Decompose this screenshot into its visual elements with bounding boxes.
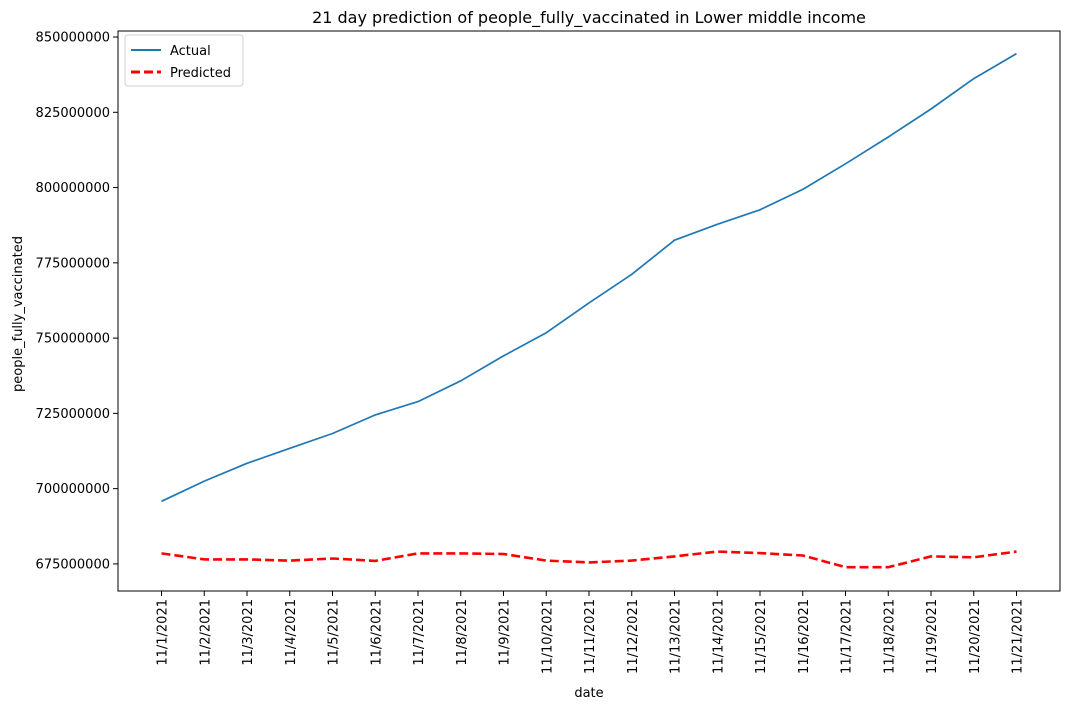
x-tick-label: 11/17/2021: [840, 599, 855, 674]
legend-label-actual: Actual: [170, 44, 211, 59]
y-tick-label: 825000000: [36, 106, 110, 121]
x-tick-label: 11/4/2021: [284, 599, 299, 666]
y-tick-label: 800000000: [36, 181, 110, 196]
x-tick-label: 11/11/2021: [583, 599, 598, 674]
x-tick-label: 11/6/2021: [369, 599, 384, 666]
x-tick-label: 11/8/2021: [455, 599, 470, 666]
x-axis-title: date: [574, 686, 603, 701]
chart-title: 21 day prediction of people_fully_vaccin…: [312, 8, 866, 28]
x-tick-label: 11/20/2021: [968, 599, 983, 674]
x-tick-label: 11/2/2021: [198, 599, 213, 666]
y-tick-label: 725000000: [36, 407, 110, 422]
y-tick-label: 675000000: [36, 557, 110, 572]
x-tick-label: 11/1/2021: [156, 599, 171, 666]
x-tick-label: 11/14/2021: [711, 599, 726, 674]
x-tick-label: 11/7/2021: [412, 599, 427, 666]
x-tick-label: 11/18/2021: [882, 599, 897, 674]
y-tick-label: 750000000: [36, 332, 110, 347]
y-axis-title: people_fully_vaccinated: [11, 236, 26, 392]
series-line-actual: [161, 52, 1017, 503]
y-tick-label: 775000000: [36, 256, 110, 271]
legend-box: [124, 34, 244, 87]
x-tick-label: 11/21/2021: [1011, 599, 1026, 674]
series-layer: [161, 52, 1017, 569]
x-tick-label: 11/10/2021: [540, 599, 555, 674]
x-tick-label: 11/3/2021: [241, 599, 256, 666]
x-tick-label: 11/19/2021: [925, 599, 940, 674]
x-tick-label: 11/13/2021: [669, 599, 684, 674]
x-tick-label: 11/15/2021: [754, 599, 769, 674]
x-tick-label: 11/9/2021: [498, 599, 513, 666]
legend: Actual Predicted: [124, 34, 244, 87]
x-tick-label: 11/16/2021: [797, 599, 812, 674]
x-tick-label: 11/12/2021: [626, 599, 641, 674]
y-tick-label: 700000000: [36, 482, 110, 497]
y-tick-label: 850000000: [36, 31, 110, 46]
legend-label-predicted: Predicted: [170, 66, 231, 81]
x-tick-label: 11/5/2021: [327, 599, 342, 666]
axes-layer: 675000000 700000000 725000000 750000000 7750…: [36, 30, 1061, 674]
series-line-predicted: [161, 550, 1017, 569]
